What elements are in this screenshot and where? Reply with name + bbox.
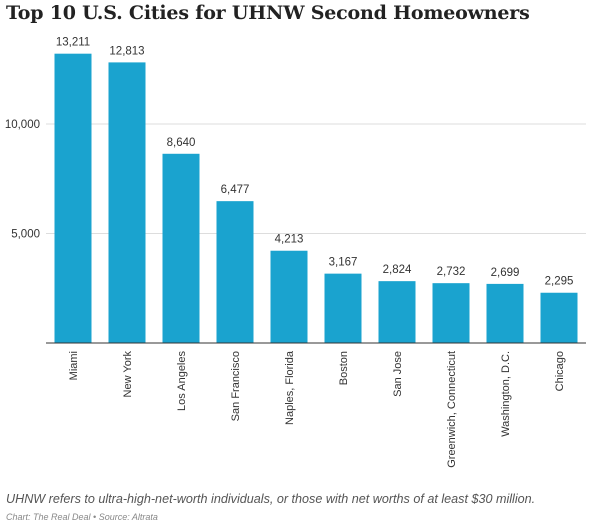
bar-5	[324, 273, 362, 343]
y-axis-tick-labels: 5,000 10,000	[5, 119, 40, 241]
value-label: 2,699	[491, 267, 520, 279]
value-label: 4,213	[275, 234, 304, 246]
value-label: 6,477	[221, 184, 250, 196]
value-labels: 13,211 12,813 8,640 6,477 4,213 3,167 2,824 2,7…	[56, 37, 574, 288]
category-label: Chicago	[554, 351, 566, 391]
bar-1	[108, 62, 146, 344]
bar-8	[486, 283, 524, 343]
bar-6	[378, 281, 416, 343]
category-label: Washington, D.C.	[500, 351, 512, 437]
chart-title: Top 10 U.S. Cities for UHNW Second Homeo…	[6, 2, 530, 24]
y-tick-label: 5,000	[11, 229, 40, 241]
category-label: New York	[122, 351, 134, 398]
category-label: Miami	[68, 351, 80, 380]
category-label: Boston	[338, 351, 350, 385]
value-label: 3,167	[329, 257, 358, 269]
bar-7	[432, 283, 470, 343]
bar-4	[270, 250, 308, 343]
category-label: Greenwich, Connecticut	[446, 351, 458, 468]
value-label: 2,295	[545, 276, 574, 288]
x-axis-tick-labels: Miami New York Los Angeles San Francisco Nap…	[68, 350, 566, 468]
category-label: San Francisco	[230, 351, 242, 421]
bar-2	[162, 153, 200, 343]
bar-3	[216, 201, 254, 343]
value-label: 12,813	[109, 45, 144, 57]
bar-0	[54, 53, 92, 343]
category-label: Naples, Florida	[284, 350, 296, 425]
footnote: UHNW refers to ultra-high-net-worth indi…	[6, 492, 536, 506]
value-label: 2,824	[383, 264, 412, 276]
value-label: 13,211	[56, 37, 90, 49]
value-label: 8,640	[167, 137, 196, 149]
category-label: Los Angeles	[176, 351, 188, 411]
category-label: San Jose	[392, 351, 404, 397]
y-tick-label: 10,000	[5, 119, 40, 131]
value-label: 2,732	[437, 266, 466, 278]
source-credit: Chart: The Real Deal • Source: Altrata	[6, 512, 158, 522]
bar-9	[540, 292, 578, 343]
bars	[54, 53, 578, 344]
bar-chart: 5,000 10,000 13,211 12,813 8,640 6,477 4,213 3…	[5, 37, 586, 468]
